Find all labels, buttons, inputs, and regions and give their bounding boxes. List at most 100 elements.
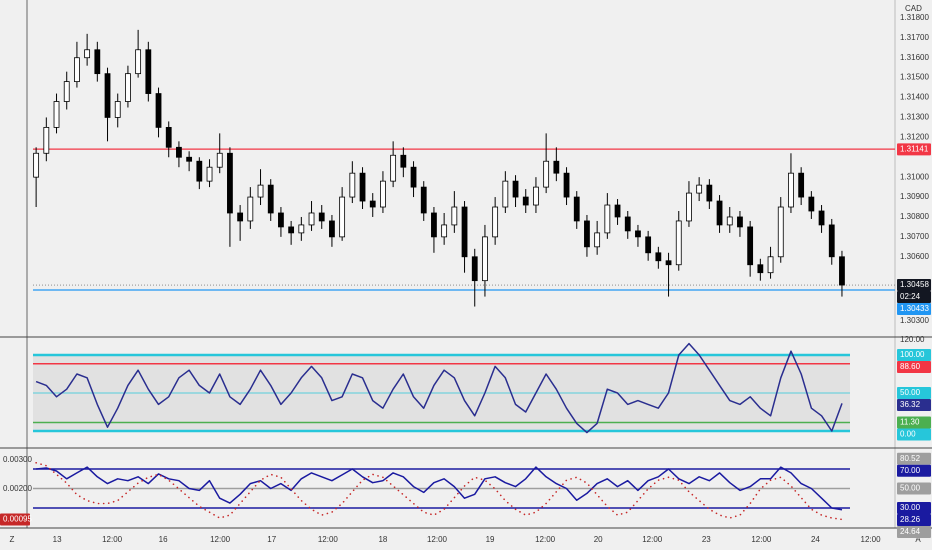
- candle-body: [686, 192, 692, 222]
- level-label: 50.00: [900, 388, 921, 397]
- x-tick-label: 13: [53, 535, 62, 544]
- candle-body: [553, 160, 560, 174]
- candle-body: [369, 200, 376, 208]
- label-box: [897, 279, 931, 292]
- candle-body: [747, 226, 754, 266]
- candle-body: [380, 180, 386, 208]
- last-value-label: 0.00095: [3, 515, 32, 524]
- candle-body: [410, 166, 417, 188]
- y-tick-label: 0.00300: [3, 455, 32, 464]
- x-tick-label: 12:00: [427, 535, 448, 544]
- candle-body: [74, 57, 80, 83]
- x-tick-label: 12:00: [318, 535, 339, 544]
- candle-body: [594, 232, 601, 248]
- candle-body: [726, 216, 733, 226]
- label-box: [897, 291, 931, 304]
- label-box: [897, 416, 931, 429]
- last-price-label: 1.30458: [900, 280, 929, 289]
- candle-body: [441, 224, 448, 238]
- candle-body: [196, 160, 203, 182]
- x-tick-label: 12:00: [102, 535, 123, 544]
- indicator-line: [36, 466, 843, 511]
- candle-body: [176, 146, 182, 158]
- candle-body: [247, 196, 254, 222]
- candle-body: [359, 172, 366, 202]
- candle-body: [492, 206, 499, 238]
- x-tick-label: 20: [594, 535, 603, 544]
- candle-body: [390, 154, 397, 182]
- level-label: 11.30: [900, 418, 920, 427]
- label-box: [897, 464, 931, 477]
- last-value-label: 36.32: [900, 400, 921, 409]
- label-box: [897, 482, 931, 495]
- candle-body: [53, 101, 60, 128]
- candle-body: [114, 101, 121, 118]
- candle-body: [165, 126, 172, 148]
- candle-body: [155, 93, 162, 128]
- candle-body: [125, 73, 131, 102]
- candle-body: [94, 49, 101, 75]
- candle-body: [420, 186, 427, 214]
- x-tick-label: 12:00: [642, 535, 663, 544]
- candle-body: [329, 220, 335, 238]
- candle-body: [145, 49, 152, 94]
- candle-body: [522, 196, 529, 206]
- candle-body: [349, 172, 356, 198]
- candle-body: [451, 206, 458, 226]
- candle-body: [655, 252, 662, 262]
- x-tick-label: 23: [702, 535, 711, 544]
- candle-body: [227, 152, 233, 214]
- y-tick-label: 1.30300: [900, 316, 929, 325]
- indicator-line: [35, 462, 843, 521]
- candle-body: [288, 226, 295, 234]
- y-tick-label: 120.00: [900, 335, 925, 344]
- candle-body: [584, 220, 590, 248]
- candle-body: [63, 81, 70, 102]
- candle-body: [675, 220, 682, 266]
- candle-body: [808, 196, 815, 212]
- candle-body: [339, 196, 346, 238]
- candle-body: [839, 256, 845, 286]
- candle-body: [461, 206, 468, 258]
- candle-body: [471, 256, 478, 282]
- x-tick-label: 19: [486, 535, 495, 544]
- candle-body: [431, 212, 437, 238]
- x-tick-label: 12:00: [861, 535, 882, 544]
- y-tick-label: 1.31600: [900, 53, 929, 62]
- label-box: [897, 428, 931, 441]
- level-label: 88.60: [900, 362, 921, 371]
- candle-body: [502, 180, 509, 208]
- candle-body: [543, 160, 550, 188]
- candle-body: [206, 166, 213, 182]
- candle-body: [216, 152, 223, 168]
- y-tick-label: 1.31000: [900, 172, 929, 181]
- level-label: 100.00: [900, 350, 925, 359]
- unit-label: CAD: [905, 4, 922, 13]
- label-box: [897, 361, 931, 374]
- candle-body: [604, 204, 611, 234]
- y-tick-label: 1.31500: [900, 73, 929, 82]
- label-box: [897, 452, 931, 465]
- y-tick-label: 1.30700: [900, 232, 929, 241]
- candle-body: [533, 186, 539, 206]
- candle-body: [696, 184, 703, 194]
- candle-body: [563, 172, 570, 198]
- level-label: 70.00: [900, 466, 921, 475]
- y2-label: 24.64: [900, 527, 921, 536]
- candle-body: [798, 172, 805, 198]
- candle-body: [43, 126, 50, 154]
- footer-icon[interactable]: Z: [10, 535, 15, 544]
- footer-icon[interactable]: A: [915, 535, 921, 544]
- candle-body: [818, 210, 825, 226]
- candle-body: [635, 230, 641, 238]
- candle-body: [308, 212, 315, 226]
- level-label: 0.00: [900, 430, 916, 439]
- candle-body: [706, 184, 713, 202]
- label-box: [897, 501, 931, 514]
- x-tick-label: 17: [267, 535, 276, 544]
- candle-body: [298, 224, 305, 234]
- x-tick-label: 24: [811, 535, 820, 544]
- candle-body: [33, 152, 40, 178]
